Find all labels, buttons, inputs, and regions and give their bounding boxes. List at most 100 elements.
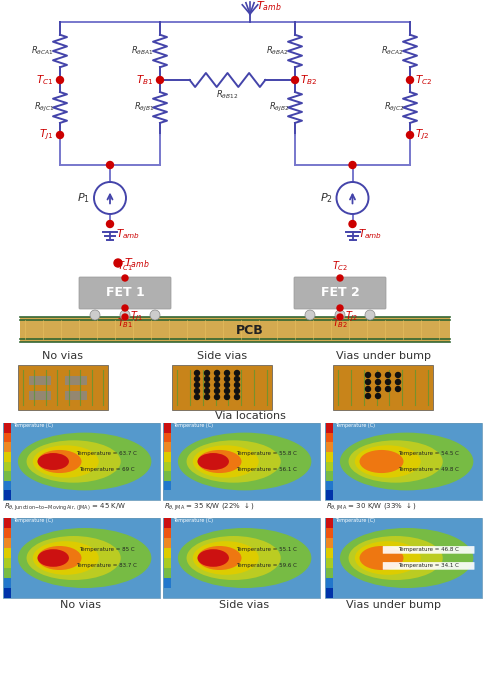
Bar <box>172 365 272 410</box>
FancyBboxPatch shape <box>61 546 152 554</box>
Text: Temperature = 83.7 C: Temperature = 83.7 C <box>76 563 137 568</box>
FancyBboxPatch shape <box>383 465 474 473</box>
Bar <box>325 518 482 598</box>
Bar <box>326 423 333 433</box>
Text: Temperature = 69 C: Temperature = 69 C <box>79 466 134 472</box>
Text: No vias: No vias <box>42 351 84 361</box>
Bar <box>163 423 320 500</box>
Circle shape <box>194 371 200 376</box>
Text: Temperature = 49.8 C: Temperature = 49.8 C <box>398 466 459 472</box>
Circle shape <box>204 389 210 394</box>
Text: $T_{C2}$: $T_{C2}$ <box>415 73 432 87</box>
Circle shape <box>214 389 220 394</box>
Text: $T_{C1}$: $T_{C1}$ <box>36 73 53 87</box>
Circle shape <box>224 383 230 387</box>
Text: Temperature = 46.8 C: Temperature = 46.8 C <box>398 548 459 552</box>
Circle shape <box>366 372 370 378</box>
Bar <box>333 365 433 410</box>
Bar <box>3 423 160 500</box>
Bar <box>326 481 333 491</box>
Circle shape <box>337 314 343 320</box>
Circle shape <box>204 376 210 382</box>
Circle shape <box>56 131 64 138</box>
Bar <box>164 558 171 568</box>
Bar <box>3 423 160 500</box>
FancyBboxPatch shape <box>383 562 474 570</box>
Text: Side vias: Side vias <box>197 351 247 361</box>
Bar <box>164 481 171 491</box>
Bar <box>4 471 11 481</box>
Circle shape <box>376 372 380 378</box>
Text: $T_{B2}$: $T_{B2}$ <box>300 73 317 87</box>
Text: $R_{\theta,\mathrm{JMA}}$ = 30 K/W (33% $\downarrow$): $R_{\theta,\mathrm{JMA}}$ = 30 K/W (33% … <box>326 501 416 513</box>
Text: Temperature = 55.1 C: Temperature = 55.1 C <box>236 548 297 552</box>
Ellipse shape <box>198 546 242 570</box>
Circle shape <box>396 372 400 378</box>
Bar <box>4 491 11 500</box>
Ellipse shape <box>355 541 421 574</box>
Bar <box>325 423 482 500</box>
Circle shape <box>234 371 240 376</box>
Bar <box>3 518 160 598</box>
Circle shape <box>234 389 240 394</box>
Bar <box>4 558 11 568</box>
Bar <box>164 423 171 433</box>
Bar <box>326 518 333 528</box>
Text: $T_{J2}$: $T_{J2}$ <box>345 310 358 325</box>
FancyBboxPatch shape <box>61 562 152 570</box>
Circle shape <box>349 220 356 228</box>
Bar <box>164 528 171 538</box>
FancyBboxPatch shape <box>79 277 171 309</box>
Ellipse shape <box>18 528 152 588</box>
Circle shape <box>122 275 128 281</box>
Bar <box>163 518 320 598</box>
Circle shape <box>204 371 210 376</box>
Circle shape <box>224 371 230 376</box>
Circle shape <box>194 389 200 394</box>
Circle shape <box>396 394 400 398</box>
Ellipse shape <box>33 541 99 574</box>
Circle shape <box>337 275 343 281</box>
Circle shape <box>366 380 370 385</box>
Circle shape <box>122 305 128 311</box>
Ellipse shape <box>193 541 259 574</box>
Ellipse shape <box>38 549 69 567</box>
Bar <box>4 481 11 491</box>
Ellipse shape <box>178 433 312 491</box>
Text: Via locations: Via locations <box>214 411 286 421</box>
Bar <box>163 518 320 598</box>
FancyBboxPatch shape <box>294 277 386 309</box>
Circle shape <box>214 371 220 376</box>
Text: $T_{C1}$: $T_{C1}$ <box>117 259 133 273</box>
Bar <box>326 578 333 588</box>
Text: Temperature (C): Temperature (C) <box>13 518 53 523</box>
Text: $T_{C2}$: $T_{C2}$ <box>332 259 348 273</box>
Bar <box>326 433 333 442</box>
Bar <box>4 528 11 538</box>
Circle shape <box>106 220 114 228</box>
Bar <box>164 578 171 588</box>
Bar <box>4 588 11 598</box>
Text: $R_{\theta, \mathrm{Junction\!-\!to\!-\!Moving\,Air,\,(JMA)}}$ = 45 K/W: $R_{\theta, \mathrm{Junction\!-\!to\!-\!… <box>4 502 126 513</box>
Text: $T_{amb}$: $T_{amb}$ <box>256 0 281 13</box>
Text: $R_{\theta B12}$: $R_{\theta B12}$ <box>216 89 238 101</box>
Text: Temperature (C): Temperature (C) <box>173 423 213 428</box>
Bar <box>28 391 50 400</box>
Ellipse shape <box>348 440 443 483</box>
Circle shape <box>234 383 240 387</box>
Ellipse shape <box>178 528 312 588</box>
Text: Vias under bump: Vias under bump <box>346 600 442 610</box>
FancyBboxPatch shape <box>61 465 152 473</box>
Bar <box>64 376 86 385</box>
Ellipse shape <box>348 536 443 580</box>
Bar <box>18 365 108 410</box>
Ellipse shape <box>26 536 121 580</box>
Text: No vias: No vias <box>60 600 100 610</box>
Circle shape <box>406 131 414 138</box>
Bar <box>326 568 333 578</box>
Text: Temperature (C): Temperature (C) <box>335 518 375 523</box>
FancyBboxPatch shape <box>221 465 312 473</box>
Bar <box>326 588 333 598</box>
Bar <box>4 423 11 433</box>
Text: Temperature (C): Temperature (C) <box>335 423 375 428</box>
